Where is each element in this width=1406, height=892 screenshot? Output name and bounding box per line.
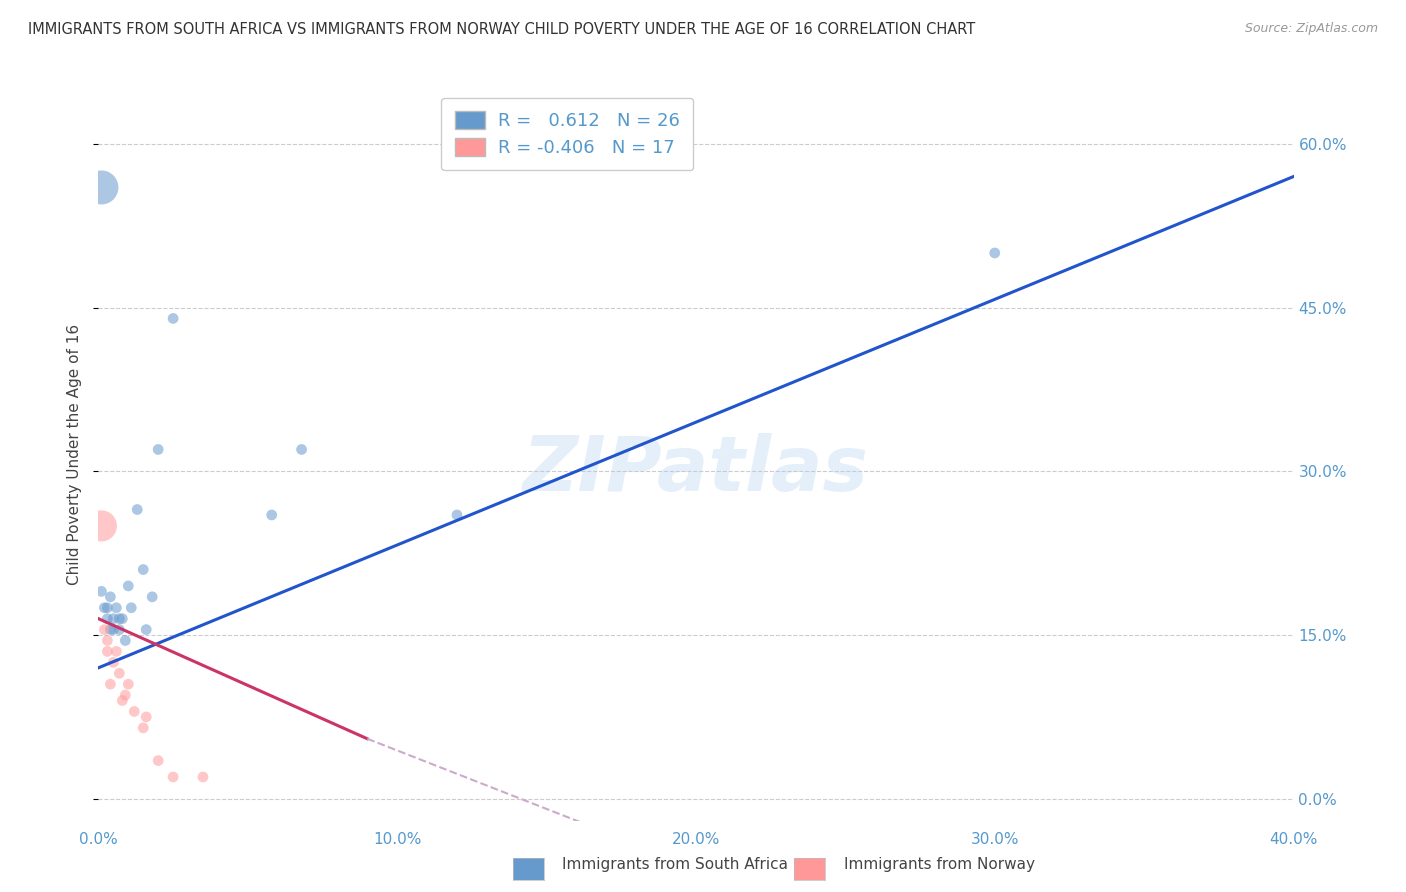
Point <box>100 677 122 691</box>
Point <box>984 246 1007 260</box>
Point <box>90 180 112 194</box>
Point <box>117 677 139 691</box>
Point <box>141 590 163 604</box>
Point <box>90 519 112 533</box>
Point <box>162 770 184 784</box>
Point <box>108 623 131 637</box>
Point <box>108 666 131 681</box>
Point <box>96 633 118 648</box>
Point <box>132 721 155 735</box>
Point <box>93 600 115 615</box>
Point <box>96 644 118 658</box>
Point <box>103 623 125 637</box>
Point <box>100 623 122 637</box>
Point <box>111 612 134 626</box>
Point <box>291 442 314 457</box>
Point <box>120 600 142 615</box>
Point <box>105 600 128 615</box>
Point <box>103 656 125 670</box>
Point <box>446 508 468 522</box>
Point <box>135 623 157 637</box>
Text: Immigrants from Norway: Immigrants from Norway <box>844 857 1035 872</box>
Point <box>111 693 134 707</box>
Point <box>117 579 139 593</box>
Legend: R =   0.612   N = 26, R = -0.406   N = 17: R = 0.612 N = 26, R = -0.406 N = 17 <box>441 97 693 169</box>
Point <box>132 563 155 577</box>
Point <box>96 600 118 615</box>
Y-axis label: Child Poverty Under the Age of 16: Child Poverty Under the Age of 16 <box>67 325 83 585</box>
Point <box>96 612 118 626</box>
Text: Source: ZipAtlas.com: Source: ZipAtlas.com <box>1244 22 1378 36</box>
Point <box>124 705 146 719</box>
Point <box>191 770 214 784</box>
Text: IMMIGRANTS FROM SOUTH AFRICA VS IMMIGRANTS FROM NORWAY CHILD POVERTY UNDER THE A: IMMIGRANTS FROM SOUTH AFRICA VS IMMIGRAN… <box>28 22 976 37</box>
Point <box>114 633 136 648</box>
Point <box>114 688 136 702</box>
Point <box>148 754 170 768</box>
Point <box>90 584 112 599</box>
Point <box>148 442 170 457</box>
Point <box>105 644 128 658</box>
Point <box>108 612 131 626</box>
Text: Immigrants from South Africa: Immigrants from South Africa <box>562 857 789 872</box>
Point <box>135 710 157 724</box>
Point <box>127 502 149 516</box>
Text: ZIPatlas: ZIPatlas <box>523 433 869 507</box>
Point <box>103 612 125 626</box>
Point <box>162 311 184 326</box>
Point <box>93 623 115 637</box>
Point <box>260 508 283 522</box>
Point <box>100 590 122 604</box>
